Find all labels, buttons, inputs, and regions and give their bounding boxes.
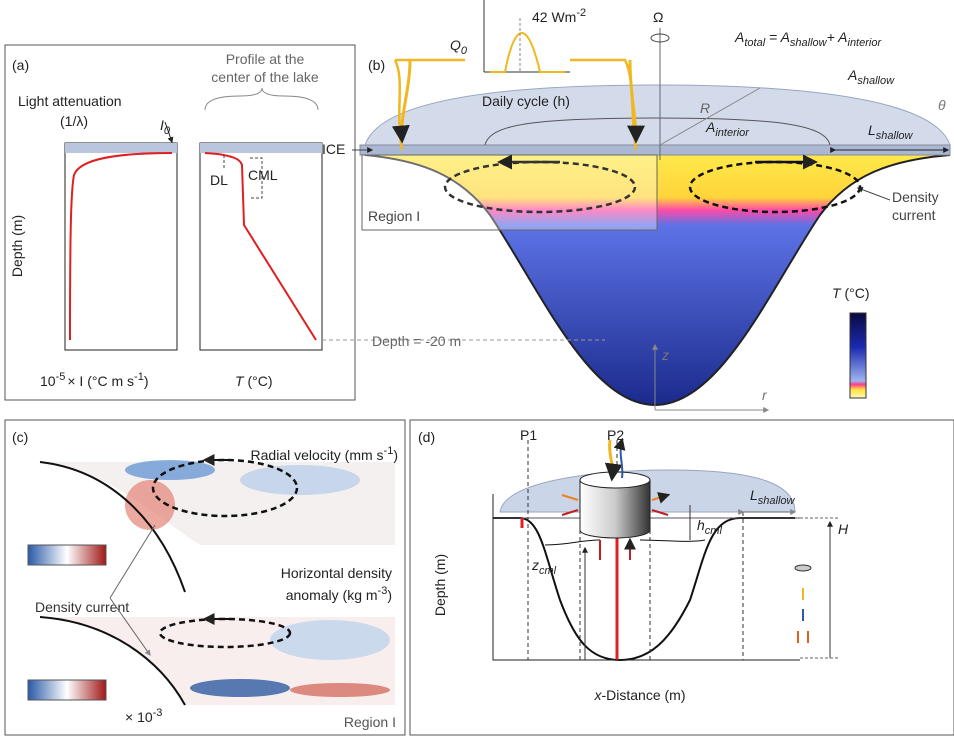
annotation: Q0 bbox=[450, 37, 468, 57]
annotation: Ainterior bbox=[705, 119, 750, 139]
advective-flux bbox=[561, 509, 669, 560]
circulation bbox=[151, 458, 299, 518]
arrow bbox=[109, 524, 155, 655]
panel-label: (d) bbox=[418, 429, 435, 445]
annotation: current bbox=[892, 207, 936, 223]
daily-cycle bbox=[490, 32, 565, 73]
panel-d: (d) P1 P2 Lshallow hcml zcml H Depth (m)… bbox=[409, 419, 954, 736]
control-volume bbox=[579, 479, 651, 539]
x-axis-label: x-Distance (m) bbox=[593, 687, 685, 703]
advective-flux bbox=[561, 495, 668, 500]
field-blob bbox=[190, 679, 290, 697]
colorbar bbox=[27, 679, 107, 701]
x-axis-label: T (°C) bbox=[235, 373, 273, 389]
colorbar bbox=[27, 544, 107, 566]
panel-c: (c) Radial velocity (mm s-1) Horizontal … bbox=[4, 419, 406, 736]
lake-bed bbox=[39, 616, 186, 706]
interior-outline bbox=[484, 117, 831, 146]
annotation: Horizontal density bbox=[281, 565, 392, 581]
annotation: Radial velocity (mm s-1) bbox=[251, 445, 398, 463]
lake-bed bbox=[39, 461, 186, 593]
legend-icon bbox=[794, 564, 812, 572]
ice bbox=[65, 143, 177, 153]
y-axis-label: Depth (m) bbox=[432, 554, 448, 616]
x-axis-label: 10-5 × I (°C m s-1) bbox=[40, 371, 148, 389]
annotation: Ω bbox=[653, 9, 663, 25]
annotation: ICE bbox=[322, 141, 345, 157]
colorbar-title: T (°C) bbox=[832, 285, 870, 301]
panel-frame bbox=[4, 44, 356, 401]
annotation: r bbox=[762, 387, 768, 403]
annotation: Daily cycle (h) bbox=[482, 93, 570, 109]
annotation: anomaly (kg m-3) bbox=[286, 585, 392, 603]
layer-marker bbox=[223, 155, 263, 199]
equation: Atotal = Ashallow+ Ainterior bbox=[734, 29, 882, 49]
guide bbox=[527, 440, 744, 660]
panel-label: (c) bbox=[12, 429, 28, 445]
light-profile bbox=[69, 152, 173, 341]
rotation bbox=[650, 33, 670, 43]
panel-b: Q0 42 Wm-2 Daily cycle (h) Ω Atotal = As… bbox=[322, 0, 951, 413]
annotation: Profile at the bbox=[226, 51, 305, 67]
field-blob bbox=[290, 683, 390, 697]
annotation: z bbox=[661, 347, 669, 363]
field-blob bbox=[125, 480, 175, 530]
annotation: zcml bbox=[531, 557, 557, 577]
annotation: Region I bbox=[344, 714, 396, 730]
annotation: I0 bbox=[160, 117, 171, 137]
annotation: hcml bbox=[697, 517, 722, 537]
annotation: Ashallow bbox=[847, 67, 895, 87]
circulation bbox=[443, 160, 637, 214]
radiative-flux bbox=[604, 439, 623, 482]
annotation: Light attenuation bbox=[18, 93, 122, 109]
arrow bbox=[856, 186, 891, 201]
ice-dome bbox=[364, 84, 951, 146]
brace bbox=[204, 87, 319, 111]
annotation: Lshallow bbox=[868, 122, 914, 142]
annotation: Density bbox=[892, 189, 939, 205]
y-axis-label: Depth (m) bbox=[9, 215, 25, 277]
radiation-arrow bbox=[391, 59, 412, 144]
axes bbox=[492, 494, 800, 661]
annotation: Lshallow bbox=[750, 487, 796, 507]
radiation-arrow bbox=[626, 59, 645, 144]
field-blob bbox=[270, 620, 390, 660]
annotation: θ bbox=[938, 97, 946, 113]
panel-frame bbox=[4, 419, 406, 736]
field-blob bbox=[240, 465, 360, 495]
annotation: CML bbox=[248, 167, 278, 183]
annotation: Density current bbox=[35, 599, 129, 615]
legend-icon bbox=[797, 631, 809, 643]
colorbar bbox=[849, 312, 867, 399]
temperature-profile bbox=[204, 152, 317, 341]
axes-frame bbox=[64, 142, 178, 351]
radius bbox=[659, 87, 761, 146]
ice bbox=[200, 143, 322, 153]
annotation: P2 bbox=[607, 427, 624, 443]
panel-label: (b) bbox=[368, 57, 385, 73]
panel-frame bbox=[409, 419, 954, 736]
control-volume bbox=[579, 471, 651, 489]
annotation: R bbox=[700, 100, 710, 116]
annotation: 42 Wm-2 bbox=[532, 7, 586, 25]
annotation: center of the lake bbox=[211, 69, 319, 85]
diffusive-flux bbox=[613, 437, 626, 479]
panel-a: (a) Light attenuation (1/λ) I0 Profile a… bbox=[4, 44, 356, 401]
panel-label: (a) bbox=[12, 57, 29, 73]
guide bbox=[800, 517, 840, 659]
lake-basin bbox=[365, 155, 950, 405]
annotation: Region I bbox=[368, 208, 420, 224]
lake-bed bbox=[493, 517, 795, 662]
mixed-layer bbox=[544, 539, 706, 546]
annotation: × 10-3 bbox=[125, 707, 162, 725]
annotation: DL bbox=[210, 172, 228, 188]
annotation: P1 bbox=[520, 427, 537, 443]
arrow bbox=[164, 121, 174, 144]
annotation: H bbox=[838, 521, 849, 537]
annotation: (1/λ) bbox=[60, 113, 88, 129]
annotation: Depth = -20 m bbox=[372, 333, 461, 349]
